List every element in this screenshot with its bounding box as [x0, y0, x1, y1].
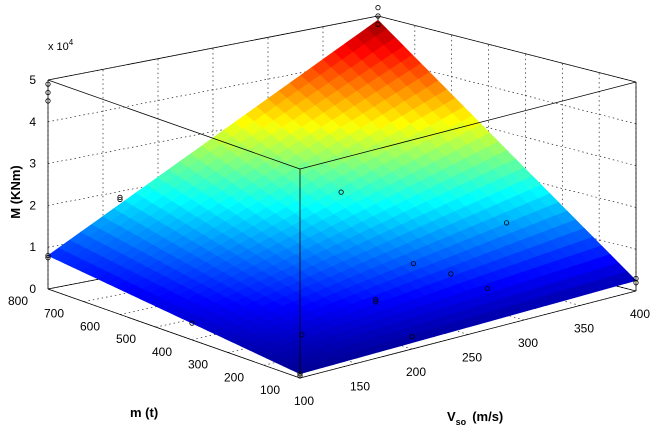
- y-tick-label: 300: [188, 358, 208, 372]
- data-point: [45, 81, 51, 87]
- z-tick-label: 2: [29, 198, 36, 212]
- data-point: [45, 98, 51, 104]
- surface-cell: [615, 271, 637, 284]
- y-axis-label: m (t): [130, 405, 158, 420]
- data-point: [189, 320, 195, 326]
- x-tick-label: 200: [406, 365, 426, 379]
- axis-box-edge: [299, 290, 637, 379]
- x-tick-label: 350: [574, 322, 594, 336]
- z-tick-label: 0: [29, 282, 36, 296]
- data-point: [503, 220, 510, 226]
- axis-box-front: [47, 79, 637, 378]
- data-point: [375, 21, 381, 27]
- y-tick-label: 700: [44, 307, 64, 321]
- y-tick-label: 500: [116, 332, 136, 346]
- axis-box-edge: [47, 15, 379, 81]
- x-axis-label: Vso (m/s): [447, 409, 503, 427]
- data-point: [448, 271, 454, 277]
- x-tick-label: 100: [294, 394, 314, 408]
- data-point: [633, 280, 639, 286]
- axis-box-edge: [47, 79, 301, 170]
- x-tick-label: 150: [350, 380, 370, 394]
- data-point: [410, 260, 416, 267]
- x-tick-label: 250: [462, 351, 482, 365]
- data-point: [299, 332, 305, 338]
- y-tick-label: 100: [260, 383, 280, 397]
- z-tick-label: 1: [29, 240, 36, 254]
- data-point: [45, 255, 51, 261]
- data-point: [45, 89, 51, 96]
- data-point: [373, 299, 379, 305]
- data-point: [409, 333, 415, 340]
- data-point: [375, 13, 381, 19]
- data-points: [45, 5, 639, 379]
- x-tick-label: 400: [630, 307, 650, 321]
- y-tick-label: 400: [152, 345, 172, 359]
- axis-box-edge: [47, 288, 301, 379]
- data-point: [45, 252, 51, 259]
- y-tick-label: 600: [80, 319, 100, 333]
- z-tick-label: 5: [29, 73, 36, 87]
- y-tick-label: 800: [8, 294, 28, 308]
- surface: [47, 19, 637, 375]
- z-axis-label: M (KNm): [8, 165, 23, 218]
- axis-box-edge: [377, 15, 637, 83]
- data-point: [484, 285, 491, 292]
- axis-box-edge: [299, 81, 637, 170]
- data-point: [338, 189, 344, 195]
- y-tick-label: 200: [224, 370, 244, 384]
- z-tick-label: 3: [29, 157, 36, 171]
- data-point: [297, 371, 303, 377]
- data-point: [117, 196, 123, 203]
- data-point: [375, 5, 381, 11]
- z-exponent-label: x 104: [48, 38, 74, 53]
- data-point: [297, 373, 303, 379]
- x-tick-label: 300: [518, 336, 538, 350]
- data-point: [117, 194, 123, 200]
- data-point: [373, 297, 379, 303]
- tick-labels: 1001502002503003504001002003004005006007…: [8, 73, 650, 408]
- z-tick-label: 4: [29, 115, 36, 129]
